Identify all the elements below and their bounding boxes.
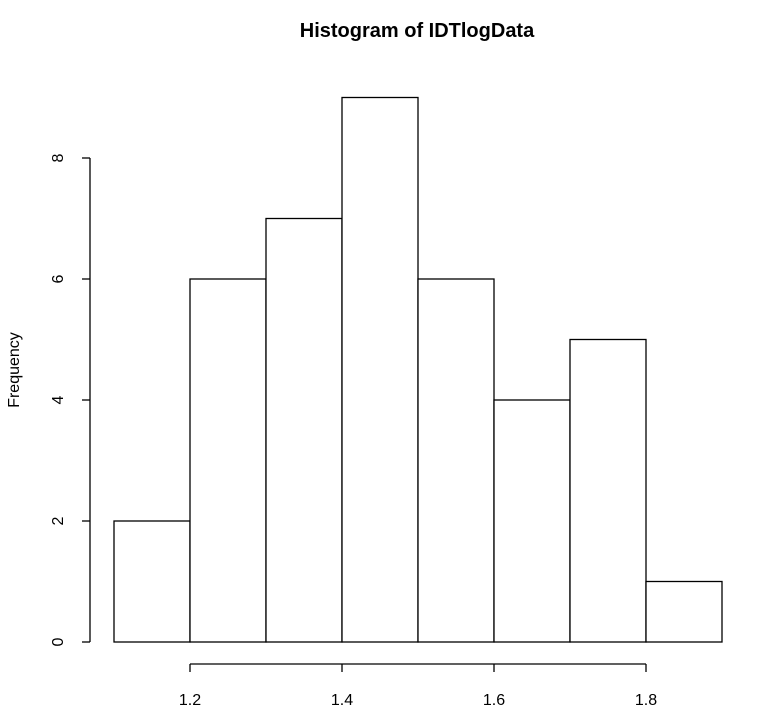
bars-group [113, 96, 723, 643]
histogram-bar-4 [341, 96, 419, 643]
x-tick-label-1.6: 1.6 [483, 692, 505, 709]
x-tick-label-1.8: 1.8 [635, 692, 657, 709]
x-axis: 1.2 1.4 1.6 1.8 [179, 663, 657, 709]
y-tick-label-2: 2 [50, 516, 67, 525]
x-tick-label-1.2: 1.2 [179, 692, 201, 709]
histogram-bar-2 [189, 278, 267, 643]
y-tick-label-4: 4 [50, 395, 67, 404]
chart-title: Histogram of IDTlogData [300, 20, 535, 42]
histogram-bar-3 [265, 217, 343, 643]
histogram-bar-8 [645, 580, 723, 643]
histogram-bar-5 [417, 278, 495, 643]
y-axis: 0 2 4 6 8 [50, 153, 91, 646]
histogram-bar-6 [493, 399, 571, 643]
x-tick-label-1.4: 1.4 [331, 692, 353, 709]
y-tick-label-0: 0 [50, 637, 67, 646]
histogram-bar-1 [113, 520, 191, 643]
y-axis-label: Frequency [6, 332, 23, 408]
histogram-bar-7 [569, 338, 647, 643]
y-tick-label-8: 8 [50, 153, 67, 162]
y-tick-label-6: 6 [50, 274, 67, 283]
